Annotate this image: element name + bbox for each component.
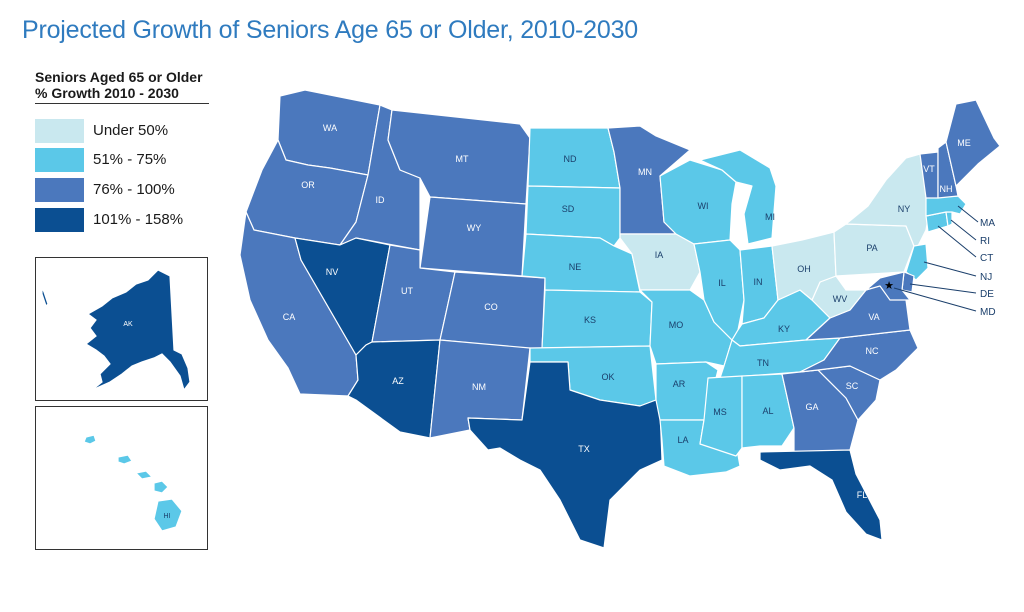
callout-label-MA: MA (980, 218, 995, 229)
state-label-TX: TX (578, 444, 590, 454)
state-label-UT: UT (401, 286, 413, 296)
legend-item-76-100: 76% - 100% (35, 178, 255, 202)
callout-label-NJ: NJ (980, 272, 992, 283)
state-AZ (347, 339, 441, 439)
legend-label-76-100: 76% - 100% (93, 181, 175, 198)
state-FL (759, 449, 883, 541)
state-label-HI: HI (164, 513, 171, 520)
state-HI-molokai (134, 470, 154, 480)
state-label-ND: ND (564, 154, 577, 164)
state-label-SC: SC (846, 381, 859, 391)
callout-label-DE: DE (980, 289, 994, 300)
state-AK (84, 269, 191, 392)
state-label-NY: NY (898, 204, 911, 214)
callout-label-RI: RI (980, 236, 990, 247)
state-AK-aleutians (41, 287, 49, 308)
state-label-NM: NM (472, 382, 486, 392)
legend-title-line2: % Growth 2010 - 2030 (35, 85, 179, 101)
state-NH (937, 141, 959, 199)
map-title: Projected Growth of Seniors Age 65 or Ol… (22, 16, 638, 44)
state-label-PA: PA (866, 243, 877, 253)
state-label-MS: MS (713, 407, 727, 417)
alaska-inset-map: AK (41, 269, 191, 392)
callout-line-DE (909, 283, 977, 294)
state-label-CO: CO (484, 302, 498, 312)
state-MD (865, 271, 911, 301)
callout-label-CT: CT (980, 253, 993, 264)
state-label-VT: VT (923, 164, 935, 174)
state-label-NC: NC (866, 346, 879, 356)
state-label-MO: MO (669, 320, 684, 330)
legend-item-under-50: Under 50% (35, 119, 255, 143)
state-label-AR: AR (673, 379, 686, 389)
state-label-NV: NV (326, 267, 339, 277)
state-HI-maui (153, 480, 169, 494)
legend-label-101-158: 101% - 158% (93, 211, 184, 228)
state-MA (925, 195, 967, 217)
state-NC (799, 329, 919, 381)
legend-label-under-50: Under 50% (93, 122, 169, 139)
state-label-WV: WV (833, 294, 848, 304)
state-ME (945, 99, 1001, 187)
state-label-MN: MN (638, 167, 652, 177)
capital-star-icon: ★ (884, 280, 894, 292)
callout-line-MA (957, 205, 979, 223)
callout-label-MD: MD (980, 307, 996, 318)
state-label-FL: FL (857, 490, 868, 500)
legend-title: Seniors Aged 65 or Older % Growth 2010 -… (35, 69, 209, 104)
state-WY (419, 196, 527, 277)
callout-line-RI (950, 219, 977, 241)
state-MI (699, 149, 777, 245)
callout-line-MD (893, 287, 977, 312)
state-label-MT: MT (456, 154, 469, 164)
state-NJ (905, 243, 929, 281)
state-label-IA: IA (655, 250, 664, 260)
callout-line-CT (937, 225, 977, 258)
state-HI-kauai (83, 434, 97, 445)
state-HI-oahu (117, 454, 133, 465)
state-label-WA: WA (323, 123, 337, 133)
state-label-KS: KS (584, 315, 596, 325)
state-label-OK: OK (601, 372, 614, 382)
state-label-AK: AK (123, 321, 133, 328)
state-WI (659, 159, 737, 245)
state-label-IN: IN (754, 277, 763, 287)
state-OH (771, 231, 837, 301)
state-label-LA: LA (677, 435, 688, 445)
state-label-NE: NE (569, 262, 582, 272)
hawaii-inset-map: HI (83, 434, 183, 532)
state-TX (467, 361, 663, 549)
state-KS (541, 289, 653, 349)
state-label-WY: WY (467, 223, 482, 233)
alaska-inset: AK (35, 257, 208, 401)
state-label-TN: TN (757, 358, 769, 368)
state-label-WI: WI (698, 201, 709, 211)
state-label-ID: ID (376, 195, 386, 205)
hawaii-inset: HI (35, 406, 208, 550)
state-label-AZ: AZ (392, 376, 404, 386)
legend-swatch-51-75 (35, 148, 84, 172)
legend-label-51-75: 51% - 75% (93, 151, 167, 168)
legend-swatch-under-50 (35, 119, 84, 143)
state-label-OR: OR (301, 180, 315, 190)
legend-swatch-101-158 (35, 208, 84, 232)
state-label-MI: MI (765, 212, 775, 222)
legend-title-line1: Seniors Aged 65 or Older (35, 69, 203, 85)
state-label-IL: IL (718, 278, 726, 288)
state-label-GA: GA (805, 402, 818, 412)
state-label-NH: NH (940, 184, 953, 194)
callout-line-NJ (923, 261, 977, 277)
state-label-ME: ME (957, 138, 971, 148)
legend-item-51-75: 51% - 75% (35, 148, 255, 172)
state-label-OH: OH (797, 264, 811, 274)
state-label-AL: AL (762, 406, 773, 416)
state-label-SD: SD (562, 204, 575, 214)
legend-item-101-158: 101% - 158% (35, 208, 255, 232)
state-label-KY: KY (778, 324, 790, 334)
state-label-VA: VA (868, 312, 879, 322)
state-HI-big-island (153, 498, 183, 532)
legend-swatch-76-100 (35, 178, 84, 202)
state-label-CA: CA (283, 312, 296, 322)
